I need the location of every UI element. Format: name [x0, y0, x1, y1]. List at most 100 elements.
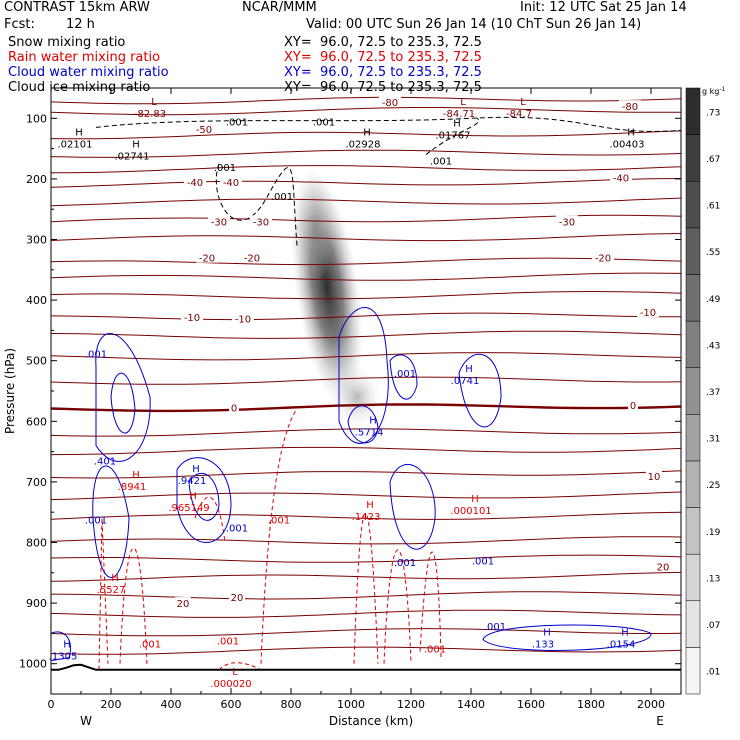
rain-water-contour: [383, 549, 412, 664]
colorbar-swatch: [685, 460, 701, 508]
extremum-value: .01767: [436, 130, 471, 141]
x-endpoint-west: W: [80, 714, 92, 728]
temperature-label: -10: [640, 308, 656, 319]
temperature-label: -80: [622, 102, 638, 113]
temperature-label-bg: [232, 312, 254, 324]
extremum-value: .000101: [450, 506, 491, 517]
contour-value-label: .001: [217, 637, 239, 648]
extremum-kind: L: [460, 97, 466, 108]
temperature-contour: [51, 197, 681, 207]
field-rain-name: Rain water mixing ratio: [8, 50, 161, 65]
extremum-kind: H: [543, 627, 551, 638]
temperature-label: -50: [196, 125, 212, 136]
temperature-contour: [51, 376, 681, 385]
temperature-label-bg: [610, 171, 632, 183]
rain-water-contour: [260, 408, 298, 664]
temperature-label: 20: [231, 593, 244, 604]
colorbar-unit: g kg-1: [702, 86, 726, 96]
temperature-contour: [51, 272, 681, 281]
rain-water-contour: [119, 547, 148, 667]
y-axis-title: Pressure (hPa): [3, 348, 17, 434]
temperature-label: -80: [382, 98, 398, 109]
temperature-label-bg: [637, 306, 659, 318]
colorbar-swatch: [685, 553, 701, 602]
extremum-value: .00403: [610, 140, 645, 151]
y-tick-label: 400: [26, 294, 47, 307]
temperature-label-bg: [592, 251, 614, 263]
contour-value-label: .001: [394, 558, 416, 569]
extremum-value: .965149: [168, 503, 209, 514]
extremum-value: -82.83: [134, 109, 166, 120]
temperature-label-bg: [556, 215, 578, 227]
terrain-line: [51, 663, 681, 671]
y-tick-label: 1000: [19, 658, 47, 671]
colorbar-label: .13: [706, 574, 720, 584]
x-tick-label: 1600: [517, 698, 545, 711]
temperature-contour: [51, 470, 681, 479]
colorbar-label: .67: [706, 155, 720, 165]
extremum-value: .02101: [58, 140, 93, 151]
cloud-water-contour: [338, 307, 389, 444]
contour-value-label: .001: [226, 117, 248, 128]
temperature-contour: [51, 628, 681, 637]
rain-water-contour: [194, 496, 226, 543]
colorbar-swatch: [685, 647, 701, 695]
colorbar-label: .37: [706, 388, 720, 398]
x-tick-label: 1200: [397, 698, 425, 711]
snow-shading: [291, 169, 363, 407]
extremum-kind: H: [132, 470, 140, 481]
contour-value-label: .001: [226, 523, 248, 534]
cloud-water-contour: [188, 472, 220, 521]
y-tick-label: 200: [26, 173, 47, 186]
temperature-label-bg: [196, 251, 218, 263]
fcst-value: 12 h: [66, 17, 95, 32]
contour-value-label: .001: [484, 622, 506, 633]
field-cloudwater-xy: XY= 96.0, 72.5 to 235.3, 72.5: [284, 65, 482, 80]
colorbar-swatch: [685, 87, 701, 135]
temperature-label: -30: [211, 217, 227, 228]
temperature-contour: [51, 352, 681, 361]
temperature-label-bg: [193, 123, 215, 135]
cloud-water-contour: [458, 353, 502, 428]
x-tick-label: 1000: [337, 698, 365, 711]
cloud-water-contour: [176, 457, 232, 543]
colorbar-label: .07: [706, 621, 720, 631]
extremum-kind: H: [471, 494, 479, 505]
temperature-label-bg: [175, 597, 191, 609]
temperature-label: 0: [231, 403, 237, 414]
temperature-contour: [51, 165, 681, 174]
temperature-label: -40: [223, 178, 239, 189]
temperature-label-bg: [184, 175, 206, 187]
temperature-label-bg: [181, 311, 203, 323]
temperature-contour: [51, 290, 681, 300]
extremum-value: .0154: [607, 639, 636, 650]
snow-shading: [295, 172, 335, 283]
valid-time: Valid: 00 UTC Sun 26 Jan 14 (10 ChT Sun …: [306, 17, 642, 32]
extremum-kind: H: [111, 573, 119, 584]
temperature-label-bg: [619, 100, 641, 112]
colorbar-swatch: [685, 134, 701, 182]
cloud-water-contour: [51, 631, 71, 662]
temperature-contour: [51, 214, 681, 223]
colorbar-label: .73: [706, 108, 720, 118]
temperature-contour: [51, 571, 681, 582]
colorbar-label: .19: [706, 528, 721, 538]
temperature-label: -30: [253, 217, 269, 228]
center-label: NCAR/MMM: [242, 0, 317, 15]
temperature-label: -10: [184, 313, 200, 324]
temperature-contour: [51, 149, 681, 158]
field-snow-xy: XY= 96.0, 72.5 to 235.3, 72.5: [284, 35, 482, 50]
temperature-contour: [51, 96, 681, 105]
temperature-label: -30: [559, 217, 575, 228]
temperature-label: -40: [613, 174, 629, 185]
y-tick-label: 800: [26, 537, 47, 550]
extremum-kind: H: [627, 128, 635, 139]
temperature-label: -40: [187, 178, 203, 189]
colorbar-swatch: [685, 600, 701, 648]
temperature-label-bg: [628, 398, 638, 410]
temperature-contour: [51, 330, 681, 339]
colorbar-label: .01: [706, 668, 720, 678]
extremum-value: .5714: [355, 427, 384, 438]
colorbar-swatch: [685, 227, 701, 275]
temperature-contour: [51, 511, 681, 520]
